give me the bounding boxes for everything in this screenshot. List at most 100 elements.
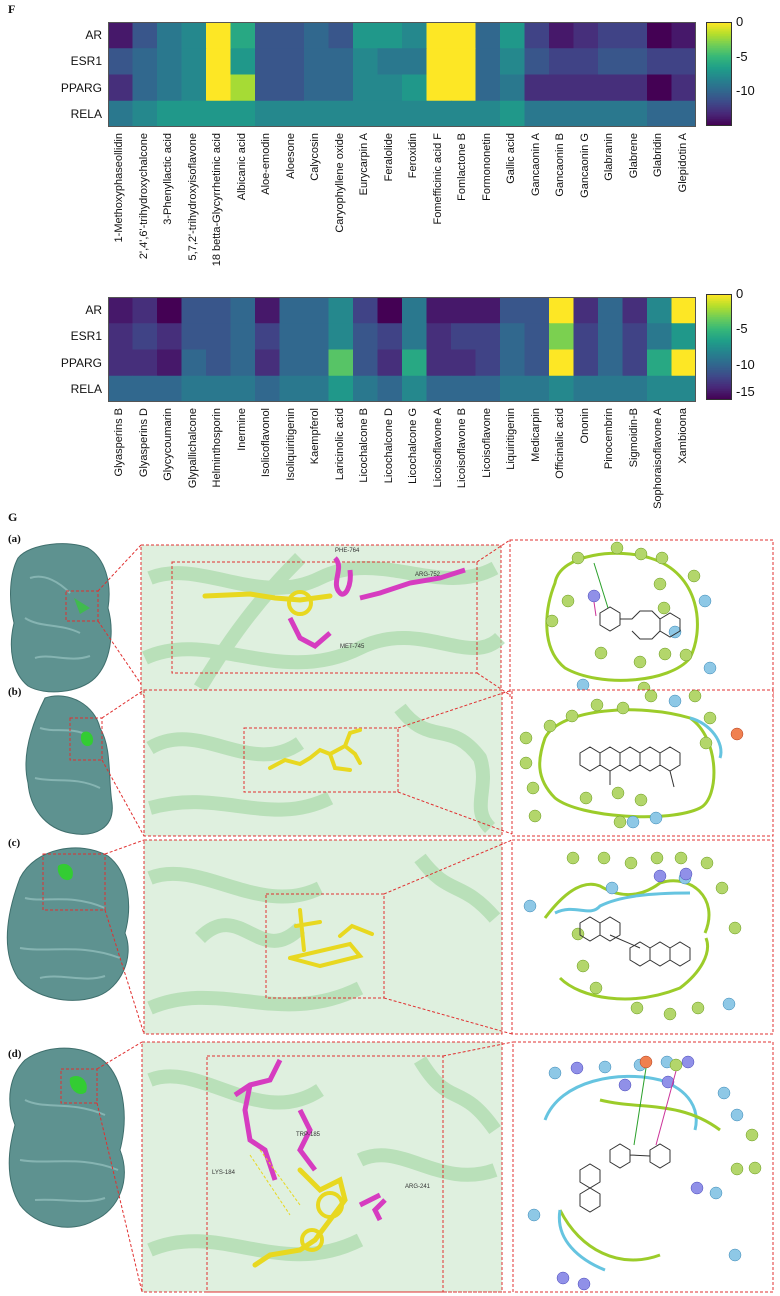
heatmap-cell bbox=[304, 297, 329, 324]
heatmap-cell bbox=[402, 297, 427, 324]
heatmap-cell bbox=[181, 297, 207, 324]
heatmap-cell bbox=[377, 375, 403, 402]
heatmap-cell bbox=[157, 74, 182, 102]
heatmap-cell bbox=[157, 323, 182, 350]
heatmap-cell bbox=[402, 375, 427, 402]
protein-surface-b bbox=[25, 695, 113, 835]
heatmap-cell bbox=[573, 323, 599, 350]
heatmap-cell bbox=[622, 323, 648, 350]
heatmap-row-label: ESR1 bbox=[70, 54, 102, 69]
heatmap-cell bbox=[108, 375, 133, 402]
heatmap-cell bbox=[206, 22, 231, 49]
heatmap-cell bbox=[451, 48, 476, 75]
heatmap-cell bbox=[230, 375, 256, 402]
heatmap-cell bbox=[500, 349, 525, 377]
heatmap-cell bbox=[451, 74, 476, 102]
heatmap-cell bbox=[108, 74, 133, 102]
heatmap-cell bbox=[671, 323, 696, 350]
heatmap-cell bbox=[500, 48, 525, 75]
heatmap-cell bbox=[402, 349, 427, 377]
heatmap-column-label: Glabranin bbox=[603, 133, 616, 181]
heatmap-cell bbox=[377, 297, 403, 324]
heatmap-cell bbox=[500, 100, 525, 127]
heatmap-cell bbox=[255, 349, 280, 377]
subpanel-d-label: (d) bbox=[8, 1048, 22, 1060]
interaction-diagram-d bbox=[512, 1041, 774, 1293]
heatmap-cell bbox=[255, 323, 280, 350]
colorbar-tick-label: -5 bbox=[736, 48, 748, 64]
heatmap-column-label: Glepidotin A bbox=[676, 133, 689, 193]
heatmap-cell bbox=[426, 349, 452, 377]
heatmap-cell bbox=[500, 323, 525, 350]
heatmap-cell bbox=[206, 74, 231, 102]
heatmap-cell bbox=[426, 22, 452, 49]
heatmap-cell bbox=[402, 323, 427, 350]
heatmap-cell bbox=[647, 74, 672, 102]
docking-row-b bbox=[25, 689, 774, 837]
heatmap-cell bbox=[279, 375, 305, 402]
heatmap-cell bbox=[549, 48, 574, 75]
heatmap-cell bbox=[549, 22, 574, 49]
protein-surface-c bbox=[6, 847, 130, 1001]
heatmap-cell bbox=[353, 323, 378, 350]
heatmap-cell bbox=[426, 297, 452, 324]
heatmap-cell bbox=[647, 100, 672, 127]
heatmap-cell bbox=[500, 22, 525, 49]
heatmap-cell bbox=[279, 48, 305, 75]
heatmap-column-label: Gallic acid bbox=[505, 133, 518, 184]
heatmap-cell bbox=[598, 100, 623, 127]
heatmap-cell bbox=[157, 297, 182, 324]
heatmap-cell bbox=[524, 323, 550, 350]
heatmap-cell bbox=[549, 375, 574, 402]
heatmap-cell bbox=[132, 48, 158, 75]
heatmap-row-label: PPARG bbox=[60, 355, 102, 370]
heatmap-cell bbox=[451, 100, 476, 127]
heatmap-cell bbox=[671, 74, 696, 102]
subpanel-a-label: (a) bbox=[8, 533, 21, 545]
heatmap-cell bbox=[279, 323, 305, 350]
heatmap-column-label: Glabridin bbox=[652, 133, 665, 178]
heatmap-cell bbox=[500, 74, 525, 102]
heatmap-cell bbox=[328, 48, 354, 75]
heatmap-column-label: 2',4',6'-trihydroxychalcone bbox=[137, 133, 150, 260]
residue-label-d1: TRP-185 bbox=[296, 1132, 321, 1138]
heatmap-cell bbox=[377, 100, 403, 127]
residue-label-a3: MET-745 bbox=[340, 644, 365, 650]
heatmap-cell bbox=[549, 349, 574, 377]
colorbar-tick-label: -5 bbox=[736, 321, 748, 337]
heatmap-cell bbox=[402, 48, 427, 75]
heatmap-column-label: Aloesone bbox=[284, 133, 297, 179]
heatmap-cell bbox=[402, 74, 427, 102]
heatmap-column-label: 1-Methoxyphaseollidin bbox=[113, 133, 126, 243]
heatmap-cell bbox=[230, 323, 256, 350]
heatmap-cell bbox=[475, 100, 501, 127]
heatmap-cell bbox=[108, 349, 133, 377]
heatmap-row-label: PPARG bbox=[60, 80, 102, 95]
heatmap-cell bbox=[475, 323, 501, 350]
heatmap-cell bbox=[206, 48, 231, 75]
heatmap-cell bbox=[573, 22, 599, 49]
heatmap-cell bbox=[353, 297, 378, 324]
residue-label-d3: ARG-241 bbox=[405, 1184, 431, 1190]
heatmap-cell bbox=[255, 74, 280, 102]
docking-row-a: PHE-764 ARG-752 MET-745 bbox=[10, 539, 774, 703]
heatmap-column-label: Feroxidin bbox=[407, 133, 420, 179]
heatmap-cell bbox=[647, 297, 672, 324]
heatmap-cell bbox=[304, 100, 329, 127]
heatmap-cell bbox=[279, 22, 305, 49]
heatmap-cell bbox=[573, 297, 599, 324]
heatmap-cell bbox=[230, 349, 256, 377]
residue-label-a2: ARG-752 bbox=[415, 572, 441, 578]
heatmap-cell bbox=[279, 74, 305, 102]
heatmap-cell bbox=[181, 22, 207, 49]
heatmap-bottom-grid bbox=[108, 297, 696, 402]
heatmap-cell bbox=[671, 375, 696, 402]
subpanel-b-label: (b) bbox=[8, 686, 22, 698]
heatmap-cell bbox=[573, 100, 599, 127]
heatmap-cell bbox=[426, 323, 452, 350]
heatmap-cell bbox=[206, 297, 231, 324]
heatmap-cell bbox=[451, 22, 476, 49]
heatmap-cell bbox=[500, 297, 525, 324]
protein-surface-a bbox=[10, 543, 112, 693]
heatmap-cell bbox=[304, 48, 329, 75]
